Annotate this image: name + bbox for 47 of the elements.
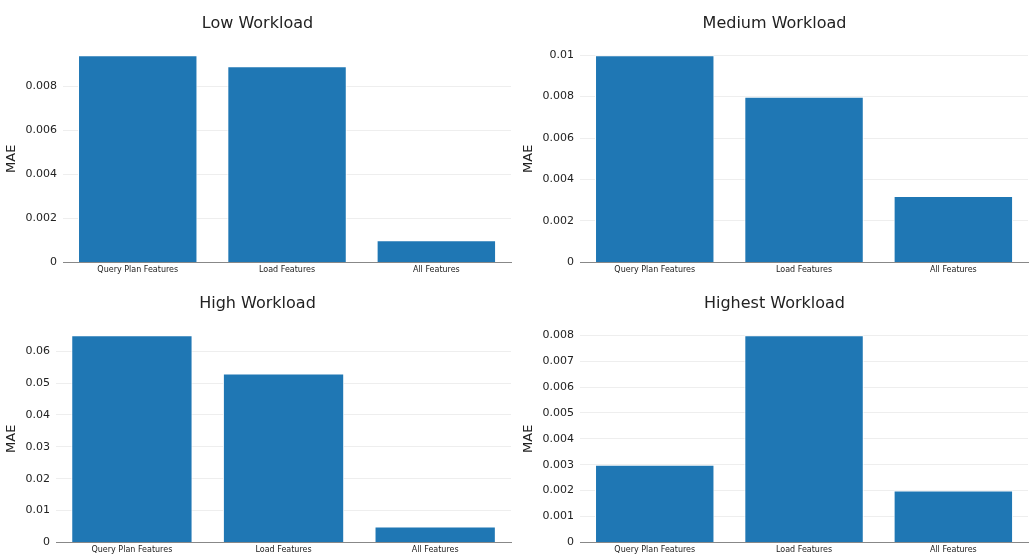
y-tick-label: 0 <box>50 255 58 269</box>
x-tick-label: All Features <box>929 545 977 555</box>
y-tick-label: 0.06 <box>25 344 51 357</box>
y-tick-label: 0.003 <box>542 457 575 471</box>
y-tick-label: 0.008 <box>542 89 575 103</box>
y-tick-label: 0.005 <box>542 405 575 419</box>
y-tick-label: 0.007 <box>542 353 575 367</box>
chart-title: High Workload <box>199 292 316 312</box>
y-tick-label: 0.001 <box>542 509 575 523</box>
y-tick-label: 0.002 <box>542 483 575 497</box>
x-tick-label: All Features <box>411 545 459 555</box>
x-tick-label: Load Features <box>258 265 316 275</box>
y-tick-label: 0.04 <box>25 407 51 421</box>
y-axis-title: MAE <box>3 144 19 173</box>
x-tick-label: Load Features <box>255 545 312 555</box>
y-tick-label: 0.03 <box>25 439 51 453</box>
x-tick-label: All Features <box>412 265 460 275</box>
y-tick-label: 0.02 <box>25 471 51 485</box>
y-tick-label: 0.002 <box>542 213 575 227</box>
x-tick-label: Load Features <box>775 265 833 275</box>
x-tick-label: Load Features <box>775 545 833 555</box>
y-tick-label: 0.004 <box>25 167 58 181</box>
y-tick-label: 0.006 <box>542 379 575 393</box>
y-tick-label: 0.008 <box>25 78 58 92</box>
x-tick-label: All Features <box>929 265 977 275</box>
y-tick-label: 0.004 <box>542 431 575 445</box>
y-tick-label: 0.01 <box>25 503 51 517</box>
y-tick-label: 0.006 <box>542 130 575 144</box>
chart-title: Medium Workload <box>702 12 847 32</box>
y-tick-label: 0.002 <box>25 211 58 225</box>
y-axis-title: MAE <box>3 424 19 453</box>
chart-title: Low Workload <box>201 12 314 32</box>
y-tick-label: 0.01 <box>549 48 575 62</box>
y-tick-label: 0 <box>567 255 575 269</box>
y-axis-title: MAE <box>520 144 536 173</box>
x-tick-label: Query Plan Features <box>614 265 696 275</box>
y-tick-label: 0.006 <box>25 123 58 136</box>
y-tick-label: 0 <box>43 535 51 549</box>
y-tick-label: 0.05 <box>25 375 51 389</box>
chart-title: Highest Workload <box>703 292 846 312</box>
x-tick-label: Query Plan Features <box>91 545 173 555</box>
y-axis-title: MAE <box>520 424 536 453</box>
y-tick-label: 0.008 <box>542 328 575 342</box>
y-tick-label: 0 <box>567 535 575 549</box>
x-tick-label: Query Plan Features <box>97 265 179 275</box>
x-tick-label: Query Plan Features <box>614 545 696 555</box>
y-tick-label: 0.004 <box>542 172 575 186</box>
